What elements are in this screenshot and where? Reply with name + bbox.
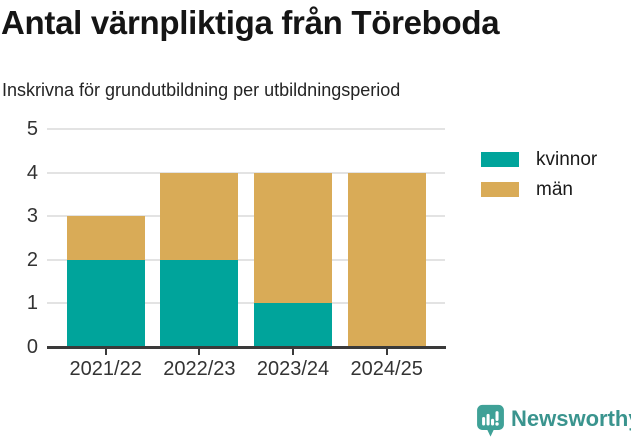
x-tick-2021-22 [104, 349, 107, 355]
x-tick-2023-24 [292, 349, 295, 355]
brand-name: Newsworthy [511, 406, 631, 431]
x-tick-label-2023-24: 2023/24 [256, 358, 330, 380]
legend-swatch-man [481, 182, 519, 197]
gridline-y4 [47, 171, 445, 174]
x-tick-label-2021-22: 2021/22 [69, 358, 142, 380]
gridline-y3 [47, 215, 445, 218]
legend-swatch-kvinnor [481, 152, 519, 167]
chart-title: Antal värnpliktiga från Töreboda [1, 4, 500, 41]
x-tick-label-2024-25: 2024/25 [350, 358, 423, 380]
y-tick-label-0: 0 [26, 336, 38, 358]
bar-2021-22-kvinnor [66, 259, 145, 347]
gridline-y2 [47, 258, 445, 261]
gridline-y5 [47, 128, 445, 130]
y-tick-label-3: 3 [26, 205, 38, 228]
newsworthy-logo: Newsworthy [476, 404, 631, 438]
bar-2022-23-män [160, 172, 239, 260]
x-axis-line [47, 346, 446, 349]
y-tick-label-2: 2 [26, 248, 38, 271]
legend-label-man: män [536, 179, 573, 200]
chart-subtitle: Inskrivna för grundutbildning per utbild… [2, 80, 401, 100]
bar-2022-23-kvinnor [160, 259, 239, 347]
bar-2023-24-kvinnor [254, 303, 333, 347]
legend: kvinnor män [481, 150, 597, 199]
y-tick-label-5: 5 [26, 118, 38, 140]
y-tick-label-1: 1 [26, 292, 38, 315]
bar-chart-speech-bubble-icon [477, 404, 504, 437]
bar-2023-24-män [254, 172, 333, 304]
legend-label-kvinnor: kvinnor [536, 149, 598, 170]
gridline-y1 [47, 302, 445, 305]
legend-item-kvinnor: kvinnor [481, 150, 597, 169]
x-tick-2022-23 [198, 349, 201, 355]
plot-area [47, 128, 445, 347]
x-tick-label-2022-23: 2022/23 [163, 358, 236, 380]
y-tick-label-4: 4 [26, 161, 38, 184]
x-tick-2024-25 [385, 349, 388, 355]
bar-2021-22-män [66, 216, 145, 260]
legend-item-man: män [481, 180, 597, 199]
bar-2024-25-män [347, 172, 426, 347]
